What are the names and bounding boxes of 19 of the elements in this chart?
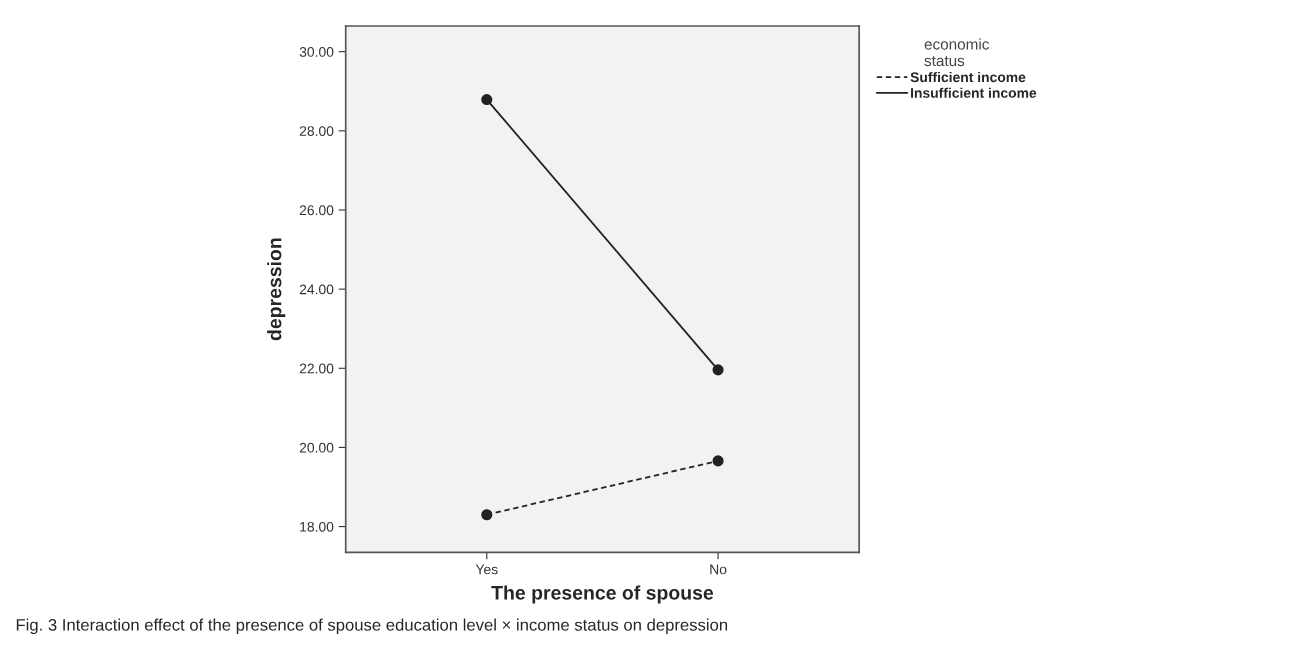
point (712, 455, 724, 467)
y-tick-label: 24.00 (299, 284, 334, 295)
point (481, 509, 493, 521)
y-tick-label: 28.00 (299, 126, 334, 136)
legend-title: economic status (924, 38, 990, 67)
y-tick-label: 30.00 (299, 47, 334, 57)
point (712, 364, 724, 376)
legend-label: Sufficient income (910, 71, 1026, 83)
point (481, 94, 493, 106)
y-tick-label: 20.00 (299, 442, 334, 453)
x-tick-label: Yes (475, 564, 498, 575)
y-tick-label: 18.00 (300, 521, 334, 532)
caption: Fig. 3 Interaction effect of the presence of spouse education level × income status on depression (16, 618, 728, 635)
y-tick-label: 26.00 (299, 205, 334, 216)
legend-label: Insufficient income (911, 87, 1037, 98)
x-tick-label: No (710, 564, 727, 575)
y-axis-title: depression (267, 238, 286, 341)
x-axis-title: The presence of spouse (491, 585, 714, 604)
y-tick-label: 22.00 (299, 363, 334, 374)
